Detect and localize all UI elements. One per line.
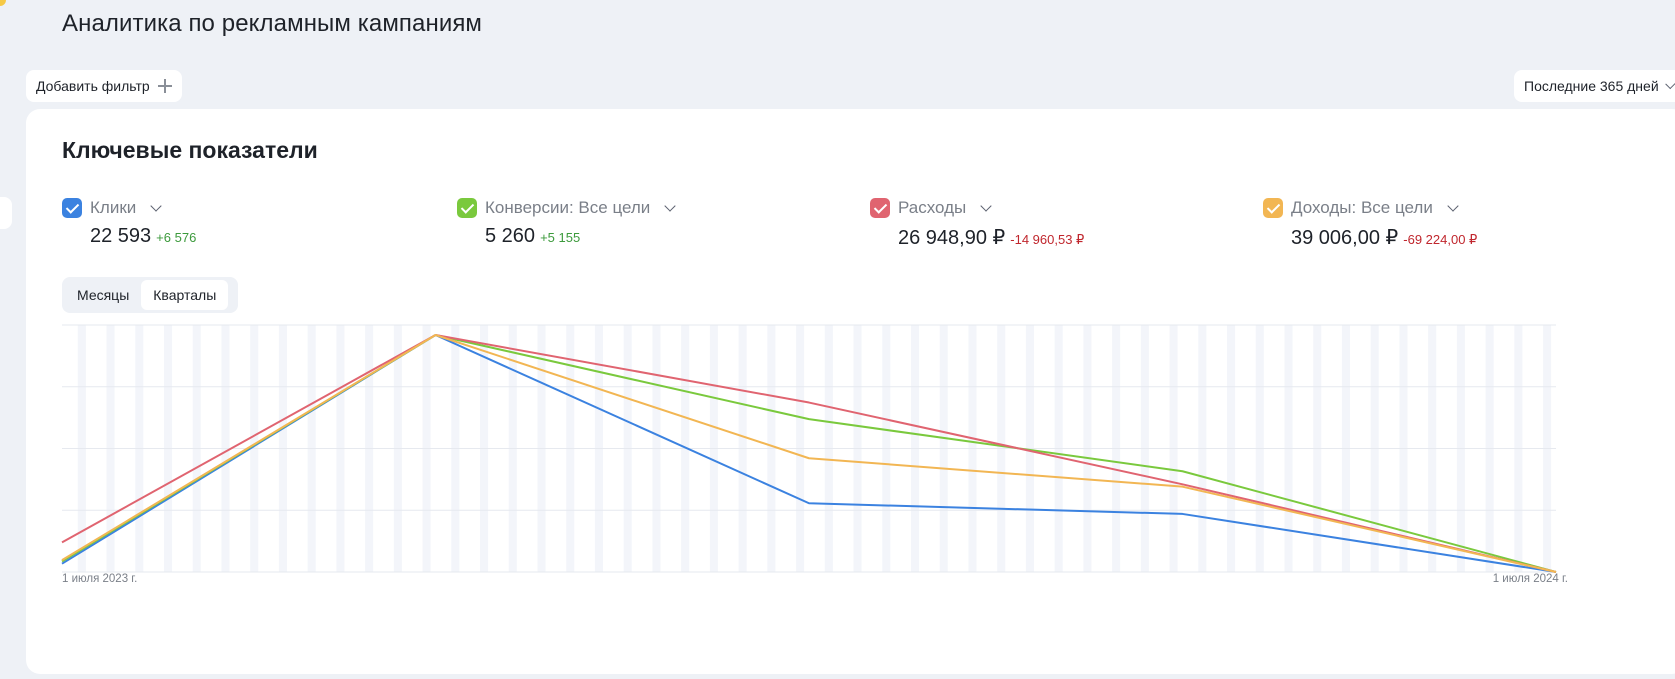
granularity-months[interactable]: Месяцы bbox=[77, 287, 130, 303]
period-select[interactable]: Последние 365 дней bbox=[1514, 70, 1675, 102]
x-tick-label: 1 июля 2023 г. bbox=[62, 573, 138, 585]
metric-conversions-delta: +5 155 bbox=[540, 230, 581, 245]
metric-revenue-value: 39 006,00 ₽ bbox=[1291, 227, 1399, 249]
series-line-3 bbox=[61, 334, 1557, 573]
metric-clicks: Клики 22 593 +6 576 bbox=[62, 197, 196, 248]
metric-conversions-label: Конверсии: Все цели bbox=[485, 198, 651, 217]
x-tick-label: 1 июля 2024 г. bbox=[1492, 573, 1568, 585]
metric-clicks-delta: +6 576 bbox=[156, 230, 197, 245]
metric-clicks-label: Клики bbox=[90, 198, 137, 217]
key-metrics-card: Ключевые показатели Клики 22 593 +6 576 … bbox=[26, 109, 1675, 674]
metric-expenses-checkbox[interactable] bbox=[870, 198, 890, 218]
metric-revenue-checkbox[interactable] bbox=[1263, 198, 1283, 218]
metric-conversions-value: 5 260 bbox=[485, 225, 536, 247]
metric-clicks-checkbox[interactable] bbox=[62, 198, 82, 218]
period-select-label: Последние 365 дней bbox=[1524, 78, 1659, 94]
side-panel-handle[interactable] bbox=[0, 197, 12, 229]
metric-revenue-delta: -69 224,00 ₽ bbox=[1403, 232, 1478, 247]
add-filter-button[interactable]: Добавить фильтр bbox=[26, 70, 182, 102]
chart-area: 1 июля 2023 г. 1 июля 2024 г. bbox=[26, 109, 1675, 674]
metric-expenses: Расходы 26 948,90 ₽ -14 960,53 ₽ bbox=[870, 197, 1084, 250]
metric-expenses-label: Расходы bbox=[898, 198, 967, 217]
add-filter-label: Добавить фильтр bbox=[36, 78, 150, 94]
chevron-down-icon bbox=[1664, 78, 1675, 90]
metric-clicks-value: 22 593 bbox=[90, 225, 152, 247]
card-title: Ключевые показатели bbox=[62, 137, 318, 163]
metric-conversions: Конверсии: Все цели 5 260 +5 155 bbox=[457, 197, 676, 248]
plus-icon bbox=[157, 79, 172, 93]
line-chart bbox=[61, 324, 1557, 573]
metric-revenue-label: Доходы: Все цели bbox=[1291, 198, 1433, 217]
metric-revenue: Доходы: Все цели 39 006,00 ₽ -69 224,00 … bbox=[1263, 197, 1477, 250]
metric-conversions-checkbox[interactable] bbox=[457, 198, 477, 218]
series-line-2 bbox=[61, 334, 1557, 573]
metric-expenses-delta: -14 960,53 ₽ bbox=[1010, 232, 1085, 247]
metric-expenses-value: 26 948,90 ₽ bbox=[898, 227, 1006, 249]
granularity-switch: Месяцы Кварталы bbox=[62, 277, 238, 313]
corner-indicator bbox=[0, 0, 6, 6]
granularity-quarters[interactable]: Кварталы bbox=[141, 280, 229, 310]
page-title: Аналитика по рекламным кампаниям bbox=[62, 10, 483, 37]
